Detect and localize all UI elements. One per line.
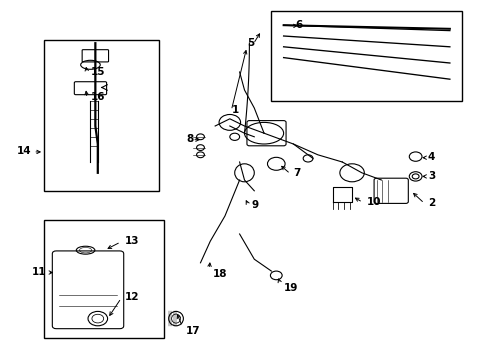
Text: 12: 12 [124, 292, 139, 302]
Text: 6: 6 [295, 20, 303, 30]
Text: 4: 4 [427, 152, 434, 162]
Text: 17: 17 [185, 326, 200, 336]
Text: 5: 5 [246, 38, 254, 48]
Text: 7: 7 [293, 168, 300, 178]
Text: 8: 8 [185, 134, 193, 144]
Text: 1: 1 [232, 105, 239, 115]
Text: 11: 11 [32, 267, 46, 277]
Text: 16: 16 [90, 92, 105, 102]
Text: 10: 10 [366, 197, 381, 207]
Text: 14: 14 [17, 146, 32, 156]
Text: 15: 15 [90, 67, 105, 77]
Bar [44, 220, 163, 338]
Text: 9: 9 [251, 200, 259, 210]
Bar [271, 11, 461, 101]
Text: 13: 13 [124, 236, 139, 246]
Text: 18: 18 [212, 269, 227, 279]
Bar [44, 40, 159, 191]
Text: 2: 2 [427, 198, 434, 208]
Text: 3: 3 [427, 171, 434, 181]
Text: 19: 19 [283, 283, 297, 293]
